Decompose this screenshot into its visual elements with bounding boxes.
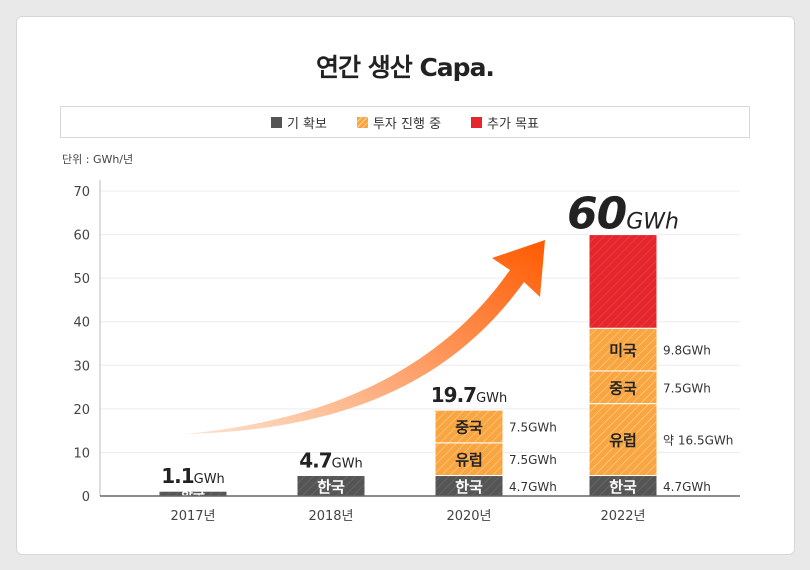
y-tick-label: 30 <box>73 359 90 374</box>
segment-label: 중국 <box>609 379 637 397</box>
segment-label: 유럽 <box>455 451 483 469</box>
segment-value-label: 9.8GWh <box>663 344 711 358</box>
x-tick-label: 2022년 <box>600 509 645 524</box>
bar-segment <box>588 327 658 372</box>
x-tick-label: 2020년 <box>446 509 491 524</box>
y-tick-label: 60 <box>73 229 90 244</box>
bar-total-label: 1.1GWh <box>161 464 225 488</box>
chart-title: 연간 생산 Capa. <box>316 53 495 82</box>
y-tick-label: 0 <box>82 490 90 505</box>
legend-swatch-existing <box>270 116 282 128</box>
y-tick-label: 20 <box>73 403 90 418</box>
segment-label: 한국 <box>609 478 637 496</box>
segment-value-label: 4.7GWh <box>509 480 557 494</box>
segment-label: 미국 <box>609 342 637 360</box>
bar-segment <box>588 370 658 405</box>
legend-label: 투자 진행 중 <box>372 116 442 132</box>
bar-segment <box>588 403 658 477</box>
legend-label: 기 확보 <box>286 116 327 132</box>
segment-value-label: 7.5GWh <box>509 421 557 435</box>
segment-value-label: 7.5GWh <box>509 453 557 467</box>
segment-value-label: 4.7GWh <box>663 480 711 494</box>
x-tick-label: 2017년 <box>170 509 215 524</box>
bar-segment <box>434 442 504 477</box>
legend-label: 추가 목표 <box>487 116 540 132</box>
segment-label: 중국 <box>455 419 483 437</box>
x-tick-label: 2018년 <box>308 509 353 524</box>
legend-swatch-investing <box>356 116 368 128</box>
segment-label: 한국 <box>455 478 483 496</box>
legend-swatch-target <box>471 116 483 128</box>
segment-value-label: 7.5GWh <box>663 381 711 395</box>
growth-arrow <box>185 240 545 434</box>
segment-label: 한국 <box>317 478 345 496</box>
bar-total-label: 19.7GWh <box>431 383 508 407</box>
legend-item-target: 추가 목표 <box>471 113 539 132</box>
y-tick-label: 40 <box>73 316 90 331</box>
bar-total-label: 4.7GWh <box>299 449 363 473</box>
y-tick-label: 70 <box>73 185 90 200</box>
chart-card <box>16 16 795 555</box>
bar-segment <box>588 234 658 329</box>
segment-label: 유럽 <box>609 432 637 450</box>
segment-value-label: 약 16.5GWh <box>663 433 733 448</box>
unit-label: 단위 : GWh/년 <box>62 153 134 166</box>
legend: 기 확보 투자 진행 중 추가 목표 <box>60 106 750 138</box>
y-tick-label: 50 <box>73 272 90 287</box>
legend-item-existing: 기 확보 <box>270 113 327 132</box>
y-tick-label: 10 <box>73 446 90 461</box>
bar-segment <box>434 409 504 444</box>
bar-total-label: 60GWh <box>567 189 679 240</box>
legend-item-investing: 투자 진행 중 <box>356 113 442 132</box>
